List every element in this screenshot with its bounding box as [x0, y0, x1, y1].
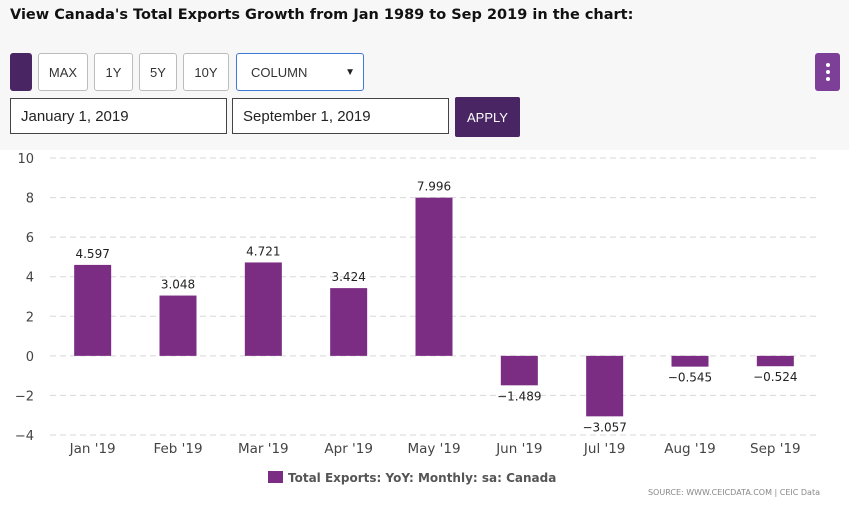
bar: [159, 295, 197, 356]
color-swatch-button[interactable]: [10, 53, 32, 91]
data-label: 3.048: [161, 278, 195, 292]
column-chart: 10 8 6 4 2 0 −2 −4 4.597 Jan '19 3.048 Feb '19 4.721…: [15, 152, 820, 497]
bar: [500, 355, 538, 386]
y-tick-label: −4: [15, 429, 34, 444]
page-title: View Canada's Total Exports Growth from …: [10, 7, 634, 23]
more-options-button[interactable]: [815, 53, 840, 91]
data-label: 4.597: [75, 247, 109, 261]
y-tick-label: −2: [15, 389, 34, 404]
x-tick-label: Feb '19: [153, 441, 202, 457]
chart-type-value: COLUMN: [251, 64, 308, 80]
range-5y-button[interactable]: 5Y: [139, 53, 177, 91]
range-max-button[interactable]: MAX: [38, 53, 88, 91]
bar: [244, 262, 282, 356]
y-tick-label: 6: [26, 231, 34, 246]
chart-container: 10 8 6 4 2 0 −2 −4 4.597 Jan '19 3.048 Feb '19 4.721…: [0, 150, 849, 512]
legend-label: Total Exports: YoY: Monthly: sa: Canada: [288, 471, 556, 485]
apply-button[interactable]: APPLY: [455, 97, 520, 137]
start-date-input[interactable]: January 1, 2019: [10, 98, 227, 134]
bar: [756, 355, 794, 367]
data-label: 4.721: [246, 244, 280, 258]
data-label: 7.996: [417, 180, 451, 194]
bar: [330, 288, 368, 356]
bar: [415, 197, 453, 356]
y-tick-label: 0: [26, 350, 34, 365]
bar: [671, 355, 709, 367]
x-tick-label: Apr '19: [324, 441, 373, 457]
bar: [74, 264, 112, 356]
bar: [586, 355, 624, 417]
kebab-menu-icon: [825, 63, 830, 67]
data-label: −0.524: [753, 370, 797, 384]
data-label: −1.489: [497, 389, 541, 403]
range-10y-button[interactable]: 10Y: [183, 53, 229, 91]
y-tick-label: 10: [17, 152, 34, 167]
data-label: 3.424: [331, 270, 365, 284]
y-tick-label: 4: [26, 271, 34, 286]
x-tick-label: May '19: [407, 441, 460, 457]
end-date-input[interactable]: September 1, 2019: [232, 98, 449, 134]
legend-swatch: [268, 471, 283, 483]
chart-type-select[interactable]: COLUMN ▼: [236, 53, 364, 91]
x-tick-label: Aug '19: [664, 441, 716, 457]
source-credit: SOURCE: WWW.CEICDATA.COM | CEIC Data: [648, 488, 820, 497]
kebab-dot: [825, 70, 830, 74]
range-1y-button[interactable]: 1Y: [94, 53, 133, 91]
x-tick-label: Jun '19: [495, 441, 542, 457]
y-tick-label: 2: [26, 310, 34, 325]
dropdown-arrow-icon: ▼: [345, 67, 355, 78]
data-label: −0.545: [668, 371, 712, 385]
data-label: −3.057: [582, 420, 626, 434]
x-tick-label: Jan '19: [69, 441, 116, 457]
y-tick-label: 8: [26, 192, 34, 207]
x-tick-label: Jul '19: [583, 441, 625, 457]
kebab-dot: [825, 77, 830, 81]
x-tick-label: Sep '19: [750, 441, 801, 457]
x-tick-label: Mar '19: [238, 441, 289, 457]
